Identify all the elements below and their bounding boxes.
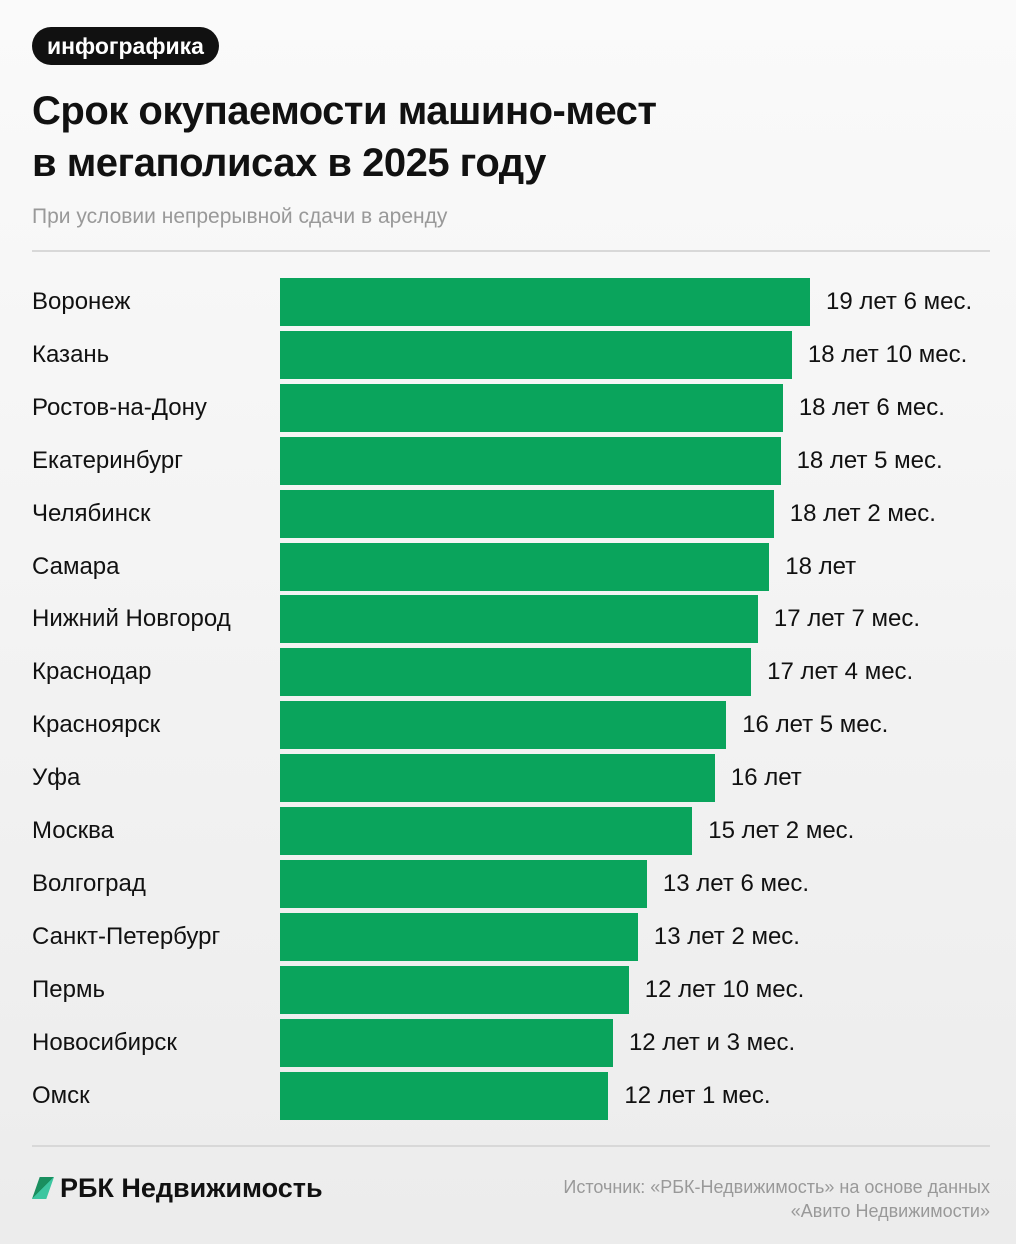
category-label: Самара — [32, 552, 120, 580]
logo-text: РБК Недвижимость — [60, 1173, 323, 1203]
bottom-divider — [32, 1145, 990, 1147]
category-label: Екатеринбург — [32, 446, 183, 474]
data-label: 13 лет 2 мес. — [653, 922, 800, 950]
data-label: 18 лет — [785, 552, 857, 580]
bar — [280, 330, 792, 379]
title-line-1: Срок окупаемости машино-мест — [32, 89, 657, 133]
source-line-2: «Авито Недвижимости» — [790, 1201, 990, 1221]
top-divider — [32, 250, 990, 252]
data-label: 12 лет 10 мес. — [644, 975, 805, 1003]
category-label: Нижний Новгород — [32, 605, 231, 633]
data-label: 17 лет 4 мес. — [767, 658, 914, 686]
category-label: Краснодар — [32, 658, 152, 686]
category-label: Ростов-на-Дону — [32, 393, 207, 421]
data-label: 12 лет и 3 мес. — [628, 1028, 796, 1056]
bar — [280, 912, 638, 961]
bar — [280, 436, 781, 485]
bar — [280, 701, 727, 750]
data-label: 18 лет 10 мес. — [807, 340, 968, 368]
data-label: 19 лет 6 мес. — [826, 288, 973, 315]
category-label: Санкт-Петербург — [32, 922, 221, 950]
source-line-1: Источник: «РБК-Недвижимость» на основе д… — [563, 1177, 990, 1197]
category-label: Волгоград — [32, 869, 146, 897]
category-label: Омск — [32, 1081, 90, 1109]
data-label: 15 лет 2 мес. — [708, 817, 855, 844]
bar — [280, 648, 752, 697]
data-label: 18 лет 2 мес. — [789, 499, 936, 527]
data-label: 12 лет 1 мес. — [624, 1081, 771, 1109]
bar — [280, 1018, 613, 1067]
data-label: 13 лет 6 мес. — [662, 869, 810, 897]
data-label: 18 лет 5 мес. — [796, 446, 943, 474]
category-label: Новосибирск — [32, 1028, 177, 1056]
category-label: Казань — [32, 340, 110, 368]
bar — [280, 859, 647, 908]
category-label: Уфа — [32, 764, 81, 792]
bar — [280, 542, 770, 591]
bar — [280, 595, 758, 644]
bar — [280, 489, 774, 538]
infographic-badge: инфографика — [32, 27, 219, 65]
data-label: 16 лет — [730, 764, 802, 792]
bar — [280, 754, 715, 803]
category-label: Пермь — [32, 975, 105, 1003]
rbc-logo-icon — [32, 1177, 54, 1199]
data-label: 16 лет 5 мес. — [742, 711, 889, 739]
category-label: Красноярск — [32, 711, 161, 739]
category-label: Челябинск — [32, 499, 151, 527]
bar-chart: Воронеж 19 лет 6 мес. Казань 18 лет 10 мес.… — [0, 270, 1016, 1130]
rbc-logo: РБК Недвижимость — [32, 1172, 323, 1204]
bar — [280, 278, 810, 326]
bar — [280, 965, 629, 1014]
data-label: 18 лет 6 мес. — [798, 393, 945, 421]
bar — [280, 383, 783, 432]
category-label: Москва — [32, 817, 114, 844]
data-label: 17 лет 7 мес. — [773, 605, 920, 633]
chart-subtitle: При условии непрерывной сдачи в аренду — [32, 205, 448, 228]
bar — [280, 1071, 609, 1120]
title-line-2: в мегаполисах в 2025 году — [32, 141, 546, 185]
category-label: Воронеж — [32, 288, 131, 315]
bar — [280, 807, 693, 855]
